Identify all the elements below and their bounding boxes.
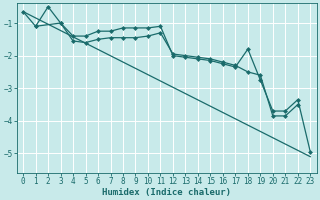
X-axis label: Humidex (Indice chaleur): Humidex (Indice chaleur) (102, 188, 231, 197)
